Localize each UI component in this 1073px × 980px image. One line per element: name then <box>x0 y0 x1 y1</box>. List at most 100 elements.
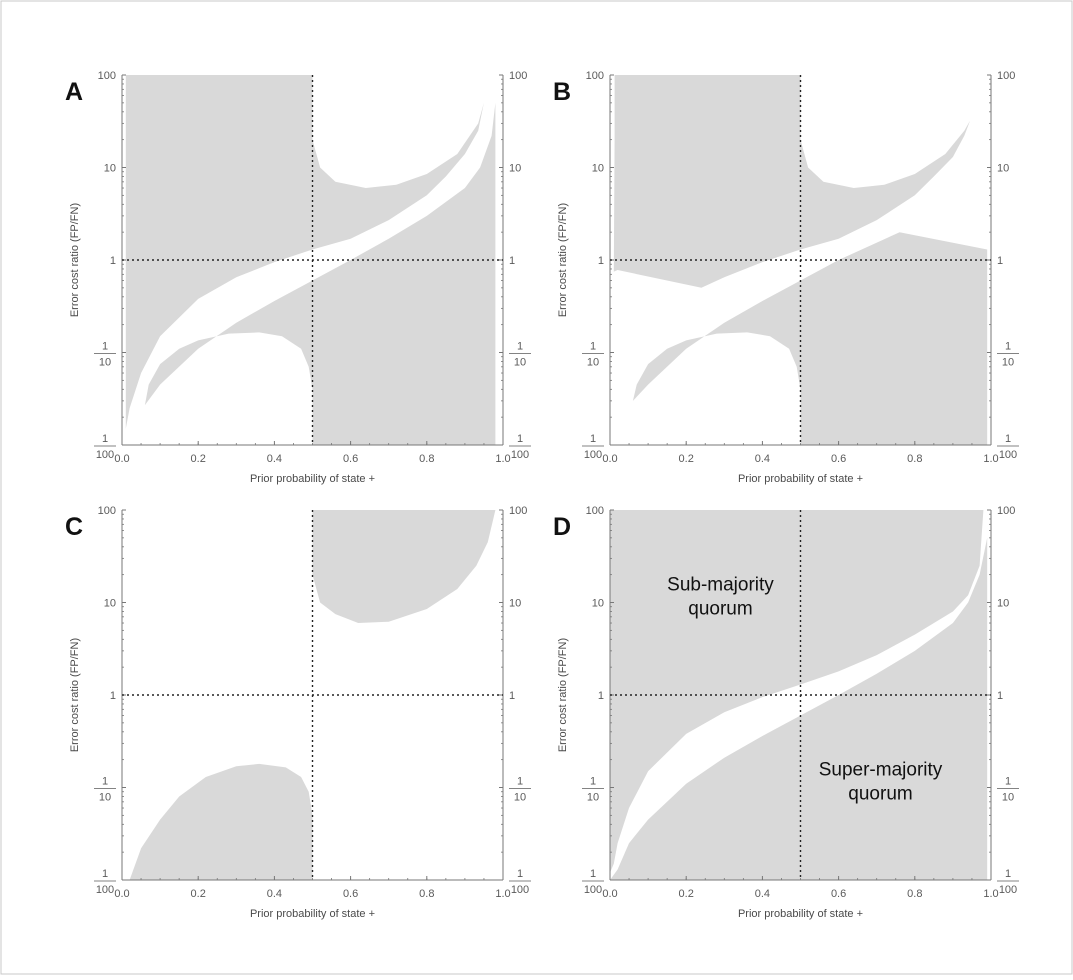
x-tick-label: 0.0 <box>602 453 617 465</box>
x-tick-label: 0.8 <box>907 888 922 900</box>
y-tick-denominator-right: 10 <box>1002 357 1014 369</box>
y-tick-numerator-left: 1 <box>590 776 596 788</box>
x-tick-label: 0.4 <box>267 453 282 465</box>
y-tick-numerator-right: 1 <box>1005 341 1011 353</box>
y-tick-numerator-left: 1 <box>590 868 596 880</box>
y-tick-denominator-right: 10 <box>514 792 526 804</box>
annotation-text: Sub-majority <box>667 575 774 596</box>
x-tick-label: 0.6 <box>831 453 846 465</box>
shaded-region-2 <box>632 232 988 445</box>
shaded-region-1 <box>613 75 970 288</box>
x-tick-label: 0.8 <box>907 453 922 465</box>
y-tick-numerator-right: 1 <box>1005 868 1011 880</box>
y-axis-label: Error cost ratio (FP/FN) <box>69 638 81 752</box>
y-tick-denominator-right: 10 <box>1002 792 1014 804</box>
y-tick-label-left: 1 <box>598 255 604 267</box>
y-tick-label-right: 10 <box>997 163 1009 175</box>
panel-label: D <box>553 513 571 541</box>
y-tick-numerator-left: 1 <box>102 341 108 353</box>
y-tick-label-right: 100 <box>997 70 1015 82</box>
y-tick-label-left: 100 <box>586 505 604 517</box>
x-tick-label: 1.0 <box>983 453 998 465</box>
y-tick-label-right: 10 <box>997 598 1009 610</box>
y-tick-numerator-left: 1 <box>590 433 596 445</box>
y-tick-denominator-right: 100 <box>999 884 1017 896</box>
y-tick-numerator-left: 1 <box>102 433 108 445</box>
annotation-text: Super-majority <box>819 760 943 781</box>
y-tick-numerator-right: 1 <box>1005 433 1011 445</box>
y-tick-denominator-right: 100 <box>999 449 1017 461</box>
y-tick-label-right: 10 <box>509 163 521 175</box>
shaded-region-2 <box>610 537 988 880</box>
x-axis-label: Prior probability of state + <box>738 908 863 920</box>
x-tick-label: 0.4 <box>267 888 282 900</box>
x-tick-label: 0.0 <box>114 888 129 900</box>
x-tick-label: 1.0 <box>983 888 998 900</box>
y-axis-label: Error cost ratio (FP/FN) <box>69 203 81 317</box>
x-tick-label: 0.6 <box>343 453 358 465</box>
y-tick-numerator-left: 1 <box>102 868 108 880</box>
y-tick-denominator-right: 100 <box>511 449 529 461</box>
shaded-region-2 <box>144 102 496 446</box>
shaded-region-2 <box>129 763 313 880</box>
x-tick-label: 1.0 <box>495 453 510 465</box>
x-tick-label: 0.2 <box>191 888 206 900</box>
y-tick-denominator-left: 100 <box>96 449 114 461</box>
y-tick-numerator-right: 1 <box>517 341 523 353</box>
y-tick-denominator-left: 100 <box>584 449 602 461</box>
x-tick-label: 0.2 <box>679 453 694 465</box>
x-tick-label: 1.0 <box>495 888 510 900</box>
y-tick-label-left: 100 <box>98 505 116 517</box>
y-tick-denominator-right: 100 <box>511 884 529 896</box>
panel-label: A <box>65 78 83 106</box>
x-tick-label: 0.4 <box>755 888 770 900</box>
y-tick-numerator-left: 1 <box>590 341 596 353</box>
y-tick-label-left: 10 <box>104 598 116 610</box>
y-axis-label: Error cost ratio (FP/FN) <box>557 638 569 752</box>
y-tick-label-left: 10 <box>592 163 604 175</box>
y-tick-denominator-left: 10 <box>587 792 599 804</box>
y-tick-label-left: 1 <box>598 690 604 702</box>
x-tick-label: 0.6 <box>831 888 846 900</box>
y-tick-denominator-left: 100 <box>584 884 602 896</box>
y-tick-label-left: 1 <box>110 255 116 267</box>
y-tick-label-left: 100 <box>586 70 604 82</box>
y-tick-numerator-right: 1 <box>517 868 523 880</box>
x-tick-label: 0.0 <box>602 888 617 900</box>
y-tick-label-right: 1 <box>997 690 1003 702</box>
y-tick-numerator-right: 1 <box>1005 776 1011 788</box>
y-tick-label-left: 10 <box>104 163 116 175</box>
y-tick-label-right: 1 <box>509 255 515 267</box>
y-axis-label: Error cost ratio (FP/FN) <box>557 203 569 317</box>
y-tick-numerator-right: 1 <box>517 433 523 445</box>
x-tick-label: 0.2 <box>191 453 206 465</box>
y-tick-denominator-left: 10 <box>99 357 111 369</box>
y-tick-label-left: 10 <box>592 598 604 610</box>
x-tick-label: 0.8 <box>419 453 434 465</box>
y-tick-label-right: 1 <box>509 690 515 702</box>
x-axis-label: Prior probability of state + <box>250 473 375 485</box>
y-tick-label-left: 100 <box>98 70 116 82</box>
x-tick-label: 0.8 <box>419 888 434 900</box>
panel-label: B <box>553 78 571 106</box>
panel-label: C <box>65 513 83 541</box>
x-tick-label: 0.0 <box>114 453 129 465</box>
y-tick-label-right: 10 <box>509 598 521 610</box>
y-tick-label-right: 1 <box>997 255 1003 267</box>
y-tick-denominator-left: 100 <box>96 884 114 896</box>
x-axis-label: Prior probability of state + <box>738 473 863 485</box>
y-tick-label-right: 100 <box>997 505 1015 517</box>
y-tick-numerator-right: 1 <box>517 776 523 788</box>
x-axis-label: Prior probability of state + <box>250 908 375 920</box>
y-tick-denominator-right: 10 <box>514 357 526 369</box>
x-tick-label: 0.6 <box>343 888 358 900</box>
annotation-text: quorum <box>688 599 752 620</box>
shaded-region-1 <box>125 75 484 429</box>
shaded-region-1 <box>610 510 984 873</box>
